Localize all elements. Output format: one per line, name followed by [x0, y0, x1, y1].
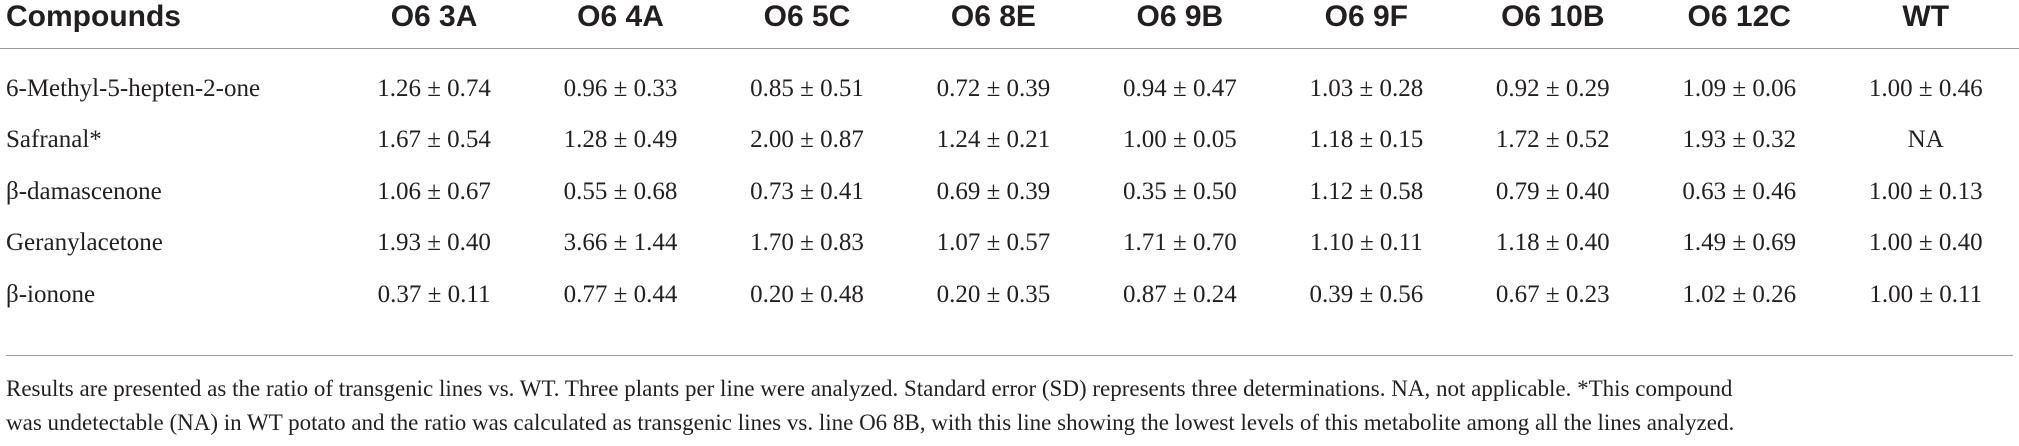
cell-value: 1.03 ± 0.28 [1309, 74, 1424, 102]
compound-name: Geranylacetone [6, 229, 163, 257]
cell-value: 1.93 ± 0.32 [1682, 126, 1797, 154]
cell-value: 1.71 ± 0.70 [1123, 229, 1237, 257]
cell-value: 0.67 ± 0.23 [1495, 280, 1610, 308]
cell-value: 1.18 ± 0.40 [1495, 229, 1610, 257]
footnote-line-1: Results are presented as the ratio of tr… [6, 376, 1733, 401]
table-footnote: Results are presented as the ratio of tr… [6, 372, 2011, 440]
cell-value: 1.72 ± 0.52 [1495, 126, 1610, 154]
table-row: 6-Methyl-5-hepten-2-one 1.26 ± 0.74 0.96… [0, 63, 2019, 115]
cell-value: 0.35 ± 0.50 [1123, 177, 1237, 205]
cell-value: 0.96 ± 0.33 [563, 74, 678, 102]
cell-value: 1.00 ± 0.13 [1868, 177, 1983, 205]
header-o6-4a: O6 4A [527, 0, 714, 49]
cell-value: 1.93 ± 0.40 [377, 229, 491, 257]
cell-value: 0.37 ± 0.11 [377, 280, 491, 308]
cell-value: 0.63 ± 0.46 [1682, 177, 1797, 205]
header-compounds: Compounds [0, 0, 341, 49]
cell-value: 1.09 ± 0.06 [1682, 74, 1797, 102]
compound-name: β-damascenone [6, 177, 162, 205]
header-o6-3a: O6 3A [340, 0, 528, 49]
cell-value: 1.02 ± 0.26 [1682, 280, 1797, 308]
cell-value: 1.10 ± 0.11 [1309, 229, 1423, 257]
header-spacer [0, 49, 2019, 64]
table-body: 6-Methyl-5-hepten-2-one 1.26 ± 0.74 0.96… [0, 49, 2019, 321]
cell-value: 1.06 ± 0.67 [377, 177, 491, 205]
cell-value: 1.24 ± 0.21 [936, 126, 1051, 154]
compound-name: Safranal* [6, 126, 102, 154]
cell-value: 1.70 ± 0.83 [750, 229, 864, 257]
cell-value: 3.66 ± 1.44 [563, 229, 678, 257]
header-o6-12c: O6 12C [1646, 0, 1833, 49]
cell-value: 1.49 ± 0.69 [1682, 229, 1797, 257]
cell-value: 1.67 ± 0.54 [377, 126, 491, 154]
cell-value: 0.87 ± 0.24 [1123, 280, 1237, 308]
table-header: Compounds O6 3A O6 4A O6 5C O6 8E O6 9B … [0, 0, 2019, 49]
cell-value: 1.18 ± 0.15 [1309, 126, 1424, 154]
cell-value: 1.00 ± 0.05 [1123, 126, 1237, 154]
cell-value: 1.07 ± 0.57 [936, 229, 1051, 257]
header-o6-10b: O6 10B [1459, 0, 1647, 49]
header-wt: WT [1832, 0, 2019, 49]
results-table-container: Compounds O6 3A O6 4A O6 5C O6 8E O6 9B … [0, 0, 2019, 321]
cell-value: 0.20 ± 0.35 [936, 280, 1051, 308]
header-o6-5c: O6 5C [713, 0, 901, 49]
compound-ratio-table: Compounds O6 3A O6 4A O6 5C O6 8E O6 9B … [0, 0, 2019, 321]
cell-value: 0.85 ± 0.51 [750, 74, 864, 102]
cell-value: 0.39 ± 0.56 [1309, 280, 1424, 308]
table-row: Geranylacetone 1.93 ± 0.40 3.66 ± 1.44 1… [0, 218, 2019, 270]
table-bottom-divider [6, 355, 2013, 356]
cell-value: 2.00 ± 0.87 [750, 126, 864, 154]
compound-name: β-ionone [6, 280, 96, 308]
table-row: β-damascenone 1.06 ± 0.67 0.55 ± 0.68 0.… [0, 166, 2019, 218]
cell-value: 1.28 ± 0.49 [563, 126, 678, 154]
header-o6-8e: O6 8E [900, 0, 1087, 49]
cell-value: 1.00 ± 0.11 [1869, 280, 1983, 308]
header-row: Compounds O6 3A O6 4A O6 5C O6 8E O6 9B … [0, 0, 2019, 49]
cell-value: 1.00 ± 0.46 [1868, 74, 1983, 102]
cell-value: NA [1907, 126, 1944, 154]
cell-value: 0.20 ± 0.48 [750, 280, 864, 308]
footnote-line-2: was undetectable (NA) in WT potato and t… [6, 410, 1735, 435]
header-o6-9f: O6 9F [1273, 0, 1460, 49]
cell-value: 0.69 ± 0.39 [936, 177, 1051, 205]
cell-value: 0.73 ± 0.41 [750, 177, 864, 205]
cell-value: 0.79 ± 0.40 [1495, 177, 1610, 205]
cell-value: 1.12 ± 0.58 [1309, 177, 1424, 205]
cell-value: 1.00 ± 0.40 [1868, 229, 1983, 257]
cell-value: 0.77 ± 0.44 [563, 280, 678, 308]
cell-value: 0.92 ± 0.29 [1495, 74, 1610, 102]
cell-value: 1.26 ± 0.74 [377, 74, 491, 102]
header-o6-9b: O6 9B [1086, 0, 1274, 49]
table-row: β-ionone 0.37 ± 0.11 0.77 ± 0.44 0.20 ± … [0, 269, 2019, 321]
compound-name: 6-Methyl-5-hepten-2-one [6, 74, 261, 102]
cell-value: 0.94 ± 0.47 [1123, 74, 1237, 102]
cell-value: 0.72 ± 0.39 [936, 74, 1051, 102]
cell-value: 0.55 ± 0.68 [563, 177, 678, 205]
table-row: Safranal* 1.67 ± 0.54 1.28 ± 0.49 2.00 ±… [0, 115, 2019, 167]
